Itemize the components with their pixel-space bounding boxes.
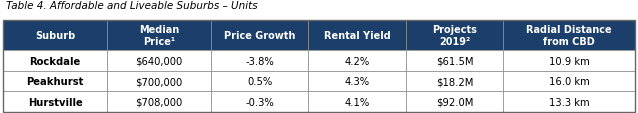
Text: -0.3%: -0.3%: [246, 97, 274, 107]
Bar: [406, 71, 503, 92]
Text: $61.5M: $61.5M: [436, 56, 473, 66]
Bar: [211, 51, 308, 71]
Bar: [107, 71, 211, 92]
Text: Table 4. Affordable and Liveable Suburbs – Units: Table 4. Affordable and Liveable Suburbs…: [6, 1, 258, 11]
Text: $92.0M: $92.0M: [436, 97, 473, 107]
Text: 16.0 km: 16.0 km: [549, 76, 590, 86]
Text: $640,000: $640,000: [135, 56, 182, 66]
Text: Suburb: Suburb: [35, 31, 75, 41]
Bar: [211, 92, 308, 112]
Text: Projects
2019²: Projects 2019²: [432, 25, 477, 47]
Bar: [211, 71, 308, 92]
Text: Rental Yield: Rental Yield: [324, 31, 390, 41]
Bar: [3, 21, 635, 112]
Bar: [211, 21, 308, 51]
Bar: [309, 92, 406, 112]
Text: Median
Price¹: Median Price¹: [139, 25, 179, 47]
Bar: [406, 92, 503, 112]
Text: 13.3 km: 13.3 km: [549, 97, 590, 107]
Bar: [3, 71, 107, 92]
Bar: [503, 51, 635, 71]
Bar: [3, 21, 107, 51]
Text: Peakhurst: Peakhurst: [27, 76, 84, 86]
Text: Radial Distance
from CBD: Radial Distance from CBD: [526, 25, 612, 47]
Bar: [406, 51, 503, 71]
Bar: [503, 21, 635, 51]
Text: $700,000: $700,000: [135, 76, 182, 86]
Bar: [503, 71, 635, 92]
Bar: [406, 21, 503, 51]
Text: 10.9 km: 10.9 km: [549, 56, 590, 66]
Text: $18.2M: $18.2M: [436, 76, 473, 86]
Text: 0.5%: 0.5%: [247, 76, 272, 86]
Text: Hurstville: Hurstville: [28, 97, 82, 107]
Bar: [107, 21, 211, 51]
Bar: [107, 51, 211, 71]
Text: -3.8%: -3.8%: [246, 56, 274, 66]
Text: Price Growth: Price Growth: [224, 31, 295, 41]
Bar: [3, 51, 107, 71]
Bar: [503, 92, 635, 112]
Text: 4.3%: 4.3%: [345, 76, 370, 86]
Bar: [309, 71, 406, 92]
Bar: [309, 51, 406, 71]
Text: 4.1%: 4.1%: [345, 97, 370, 107]
Bar: [3, 92, 107, 112]
Text: $708,000: $708,000: [135, 97, 182, 107]
Bar: [107, 92, 211, 112]
Bar: [309, 21, 406, 51]
Text: Rockdale: Rockdale: [29, 56, 81, 66]
Text: 4.2%: 4.2%: [345, 56, 370, 66]
